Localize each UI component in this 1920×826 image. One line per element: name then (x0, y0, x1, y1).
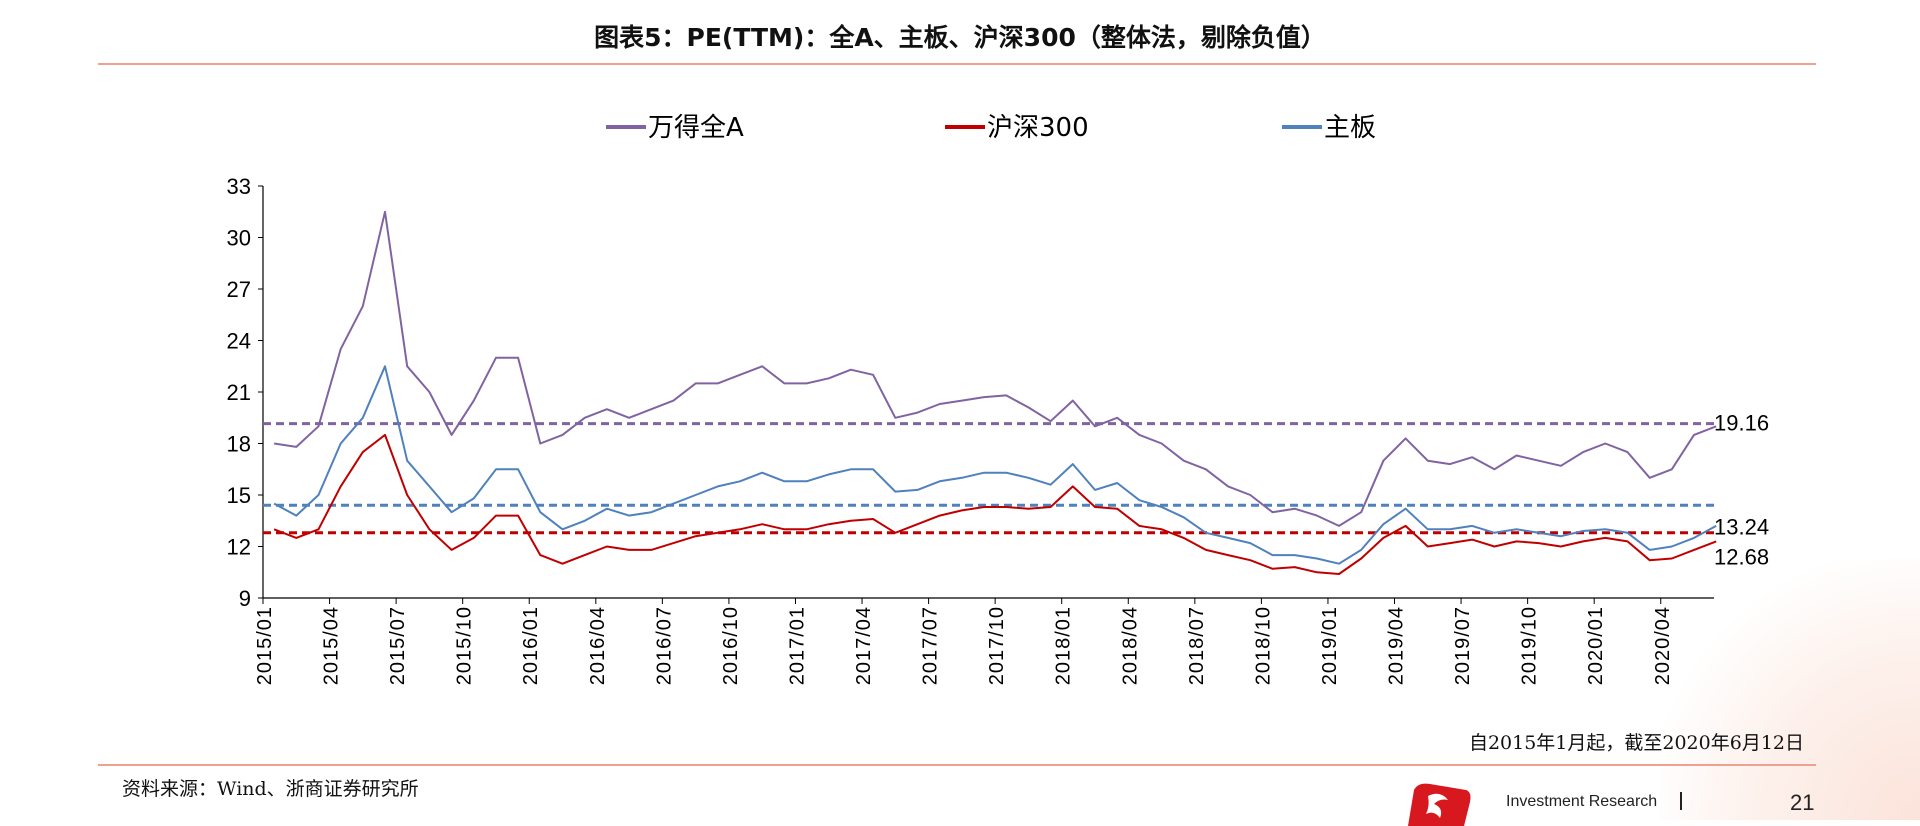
y-tick-label: 30 (227, 226, 251, 251)
end-value-label: 12.68 (1714, 545, 1769, 570)
y-tick-label: 9 (239, 586, 251, 611)
x-tick-label: 2019/10 (1519, 606, 1541, 685)
line-chart: 9 12 15 18 21 24 27 30 33 2015/01 2015/04 2015/07 20… (227, 113, 1770, 685)
y-tick-label: 24 (227, 329, 251, 354)
end-value-label: 19.16 (1714, 411, 1769, 436)
x-tick-label: 2020/04 (1652, 606, 1674, 685)
y-tick-label: 27 (227, 277, 251, 302)
x-tick-label: 2018/10 (1252, 606, 1274, 685)
brand-text: Investment Research (1506, 793, 1658, 810)
x-tick-label: 2016/07 (653, 606, 675, 685)
series-line-0 (273, 210, 1717, 527)
y-tick-label: 21 (227, 380, 251, 405)
series-line-1 (273, 433, 1717, 575)
date-range-note: 自2015年1月起，截至2020年6月12日 (1468, 732, 1804, 754)
x-tick-label: 2016/04 (587, 606, 609, 685)
bottom-divider (98, 764, 1816, 766)
x-tick-label: 2019/01 (1319, 606, 1341, 685)
x-tick-label: 2015/04 (321, 606, 343, 685)
x-tick-label: 2018/07 (1186, 606, 1208, 685)
page-number: 21 (1790, 790, 1815, 815)
end-value-label: 13.24 (1714, 515, 1769, 540)
company-logo-icon (1408, 783, 1471, 826)
x-tick-label: 2017/07 (920, 606, 942, 685)
source-text: 资料来源：Wind、浙商证券研究所 (122, 778, 419, 800)
x-tick-label: 2019/04 (1386, 606, 1408, 685)
series-line-2 (273, 365, 1717, 565)
x-tick-label: 2015/01 (254, 606, 276, 685)
x-tick-label: 2016/01 (520, 606, 542, 685)
footer-separator (1680, 792, 1682, 810)
chart-title: 图表5：PE(TTM)：全A、主板、沪深300（整体法，剔除负值） (594, 23, 1326, 52)
legend-label: 主板 (1324, 113, 1376, 143)
legend-label: 万得全A (648, 113, 744, 143)
y-tick-label: 12 (227, 535, 251, 560)
x-tick-label: 2016/10 (720, 606, 742, 685)
y-tick-label: 33 (227, 174, 251, 199)
y-tick-label: 18 (227, 432, 251, 457)
x-tick-label: 2018/01 (1053, 606, 1075, 685)
top-divider (98, 63, 1816, 65)
x-tick-label: 2015/07 (387, 606, 409, 685)
legend-label: 沪深300 (987, 113, 1089, 143)
x-tick-label: 2018/04 (1119, 606, 1141, 685)
background-decoration (1660, 560, 1920, 820)
x-tick-label: 2017/10 (986, 606, 1008, 685)
y-tick-label: 15 (227, 483, 251, 508)
x-tick-label: 2017/01 (786, 606, 808, 685)
x-tick-label: 2019/07 (1452, 606, 1474, 685)
x-tick-label: 2015/10 (454, 606, 476, 685)
x-tick-label: 2020/01 (1585, 606, 1607, 685)
x-tick-label: 2017/04 (853, 606, 875, 685)
